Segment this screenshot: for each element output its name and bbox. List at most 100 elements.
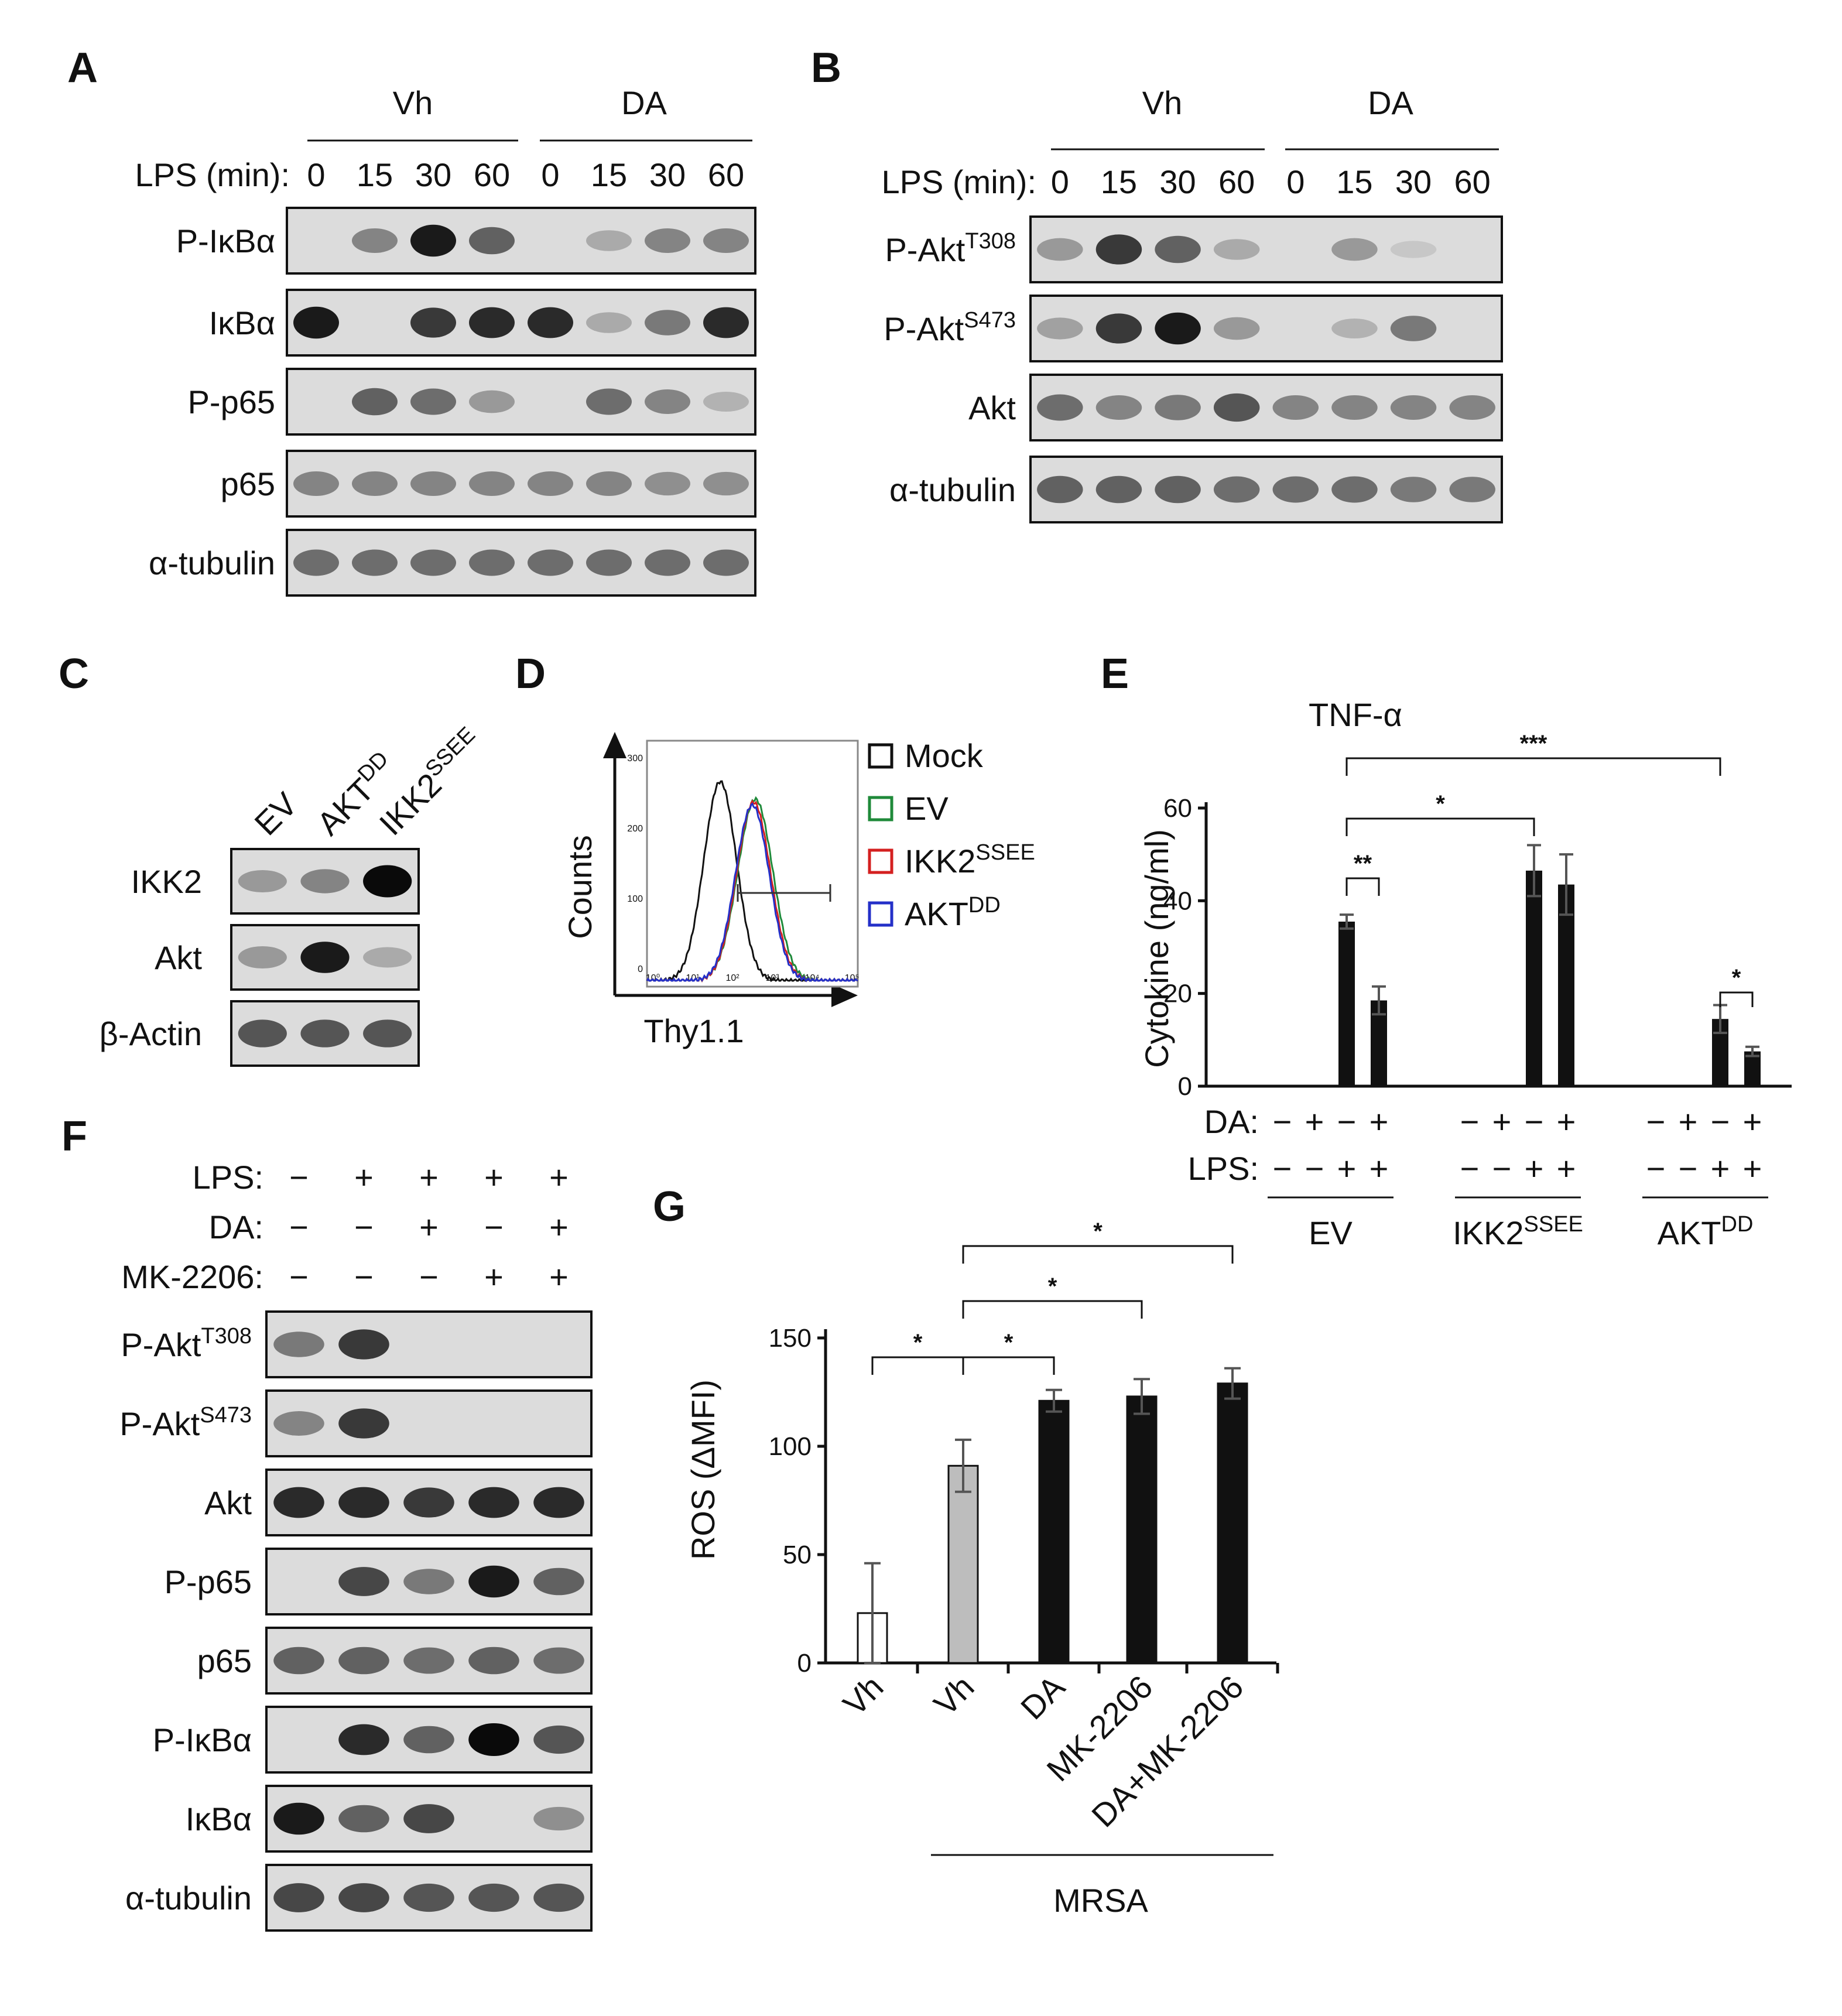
panel-e-da-sign-3: + bbox=[1369, 1103, 1389, 1140]
panel-a-row-4: α-tubulin bbox=[149, 529, 756, 597]
panel-c-row-1-band-2 bbox=[363, 947, 412, 968]
panel-b-row-3-band-6 bbox=[1390, 477, 1437, 502]
panel-f-row-1-band-0 bbox=[273, 1411, 324, 1436]
panel-label-d: D bbox=[515, 651, 546, 697]
panel-g-sig-bracket-0-label: * bbox=[913, 1330, 923, 1356]
panel-a-lps-label: LPS (min): bbox=[135, 156, 290, 193]
panel-a-row-2-band-5 bbox=[586, 388, 632, 415]
panel-a-row-1-band-5 bbox=[586, 312, 632, 333]
panel-b-lps-label: LPS (min): bbox=[882, 163, 1037, 200]
panel-b-row-1-band-3 bbox=[1213, 317, 1260, 340]
panel-f-condition-2-2: − bbox=[419, 1258, 439, 1295]
panel-f-row-4: p65 bbox=[197, 1627, 593, 1695]
panel-e-ytick-label-1: 20 bbox=[1163, 980, 1192, 1008]
panel-b-timepoint-0: 0 bbox=[1051, 163, 1069, 200]
panel-a-timepoint-3: 60 bbox=[474, 156, 510, 193]
panel-f-row-0: P-AktT308 bbox=[121, 1310, 593, 1378]
panel-d-ytick-3: 0 bbox=[638, 964, 643, 974]
panel-b-row-0-band-6 bbox=[1390, 241, 1437, 258]
panel-g-ytick-label-0: 0 bbox=[797, 1649, 812, 1678]
panel-f-condition-0-2: + bbox=[419, 1159, 439, 1196]
panel-a-row-3: p65 bbox=[221, 450, 756, 518]
panel-c-row-1: Akt bbox=[155, 924, 420, 991]
panel-b-row-3-band-4 bbox=[1272, 476, 1319, 503]
panel-f-row-2: Akt bbox=[204, 1469, 593, 1536]
panel-c-row-1-band-0 bbox=[238, 946, 287, 969]
panel-a-row-4-label: α-tubulin bbox=[149, 545, 275, 581]
panel-f-row-6-band-1 bbox=[338, 1805, 389, 1833]
panel-e-group-label-1: IKK2SSEE bbox=[1453, 1212, 1583, 1251]
panel-a-row-4-band-6 bbox=[645, 549, 690, 576]
panel-g-ytick-label-2: 100 bbox=[769, 1432, 812, 1461]
panel-a-row-2-band-2 bbox=[410, 388, 456, 415]
panel-f: LPS: − + + + +DA: − − + − +MK-2206: − − − + + P-AktT308… bbox=[119, 1159, 593, 1932]
panel-e-lps-sign-8: − bbox=[1646, 1150, 1666, 1187]
panel-b-row-0-band-5 bbox=[1331, 238, 1378, 261]
panel-a-group-da: DA bbox=[621, 84, 667, 121]
panel-a-row-3-band-6 bbox=[645, 471, 690, 496]
panel-e-da-sign-2: − bbox=[1337, 1103, 1357, 1140]
panel-e-da-sign-0: − bbox=[1273, 1103, 1292, 1140]
panel-label-g: G bbox=[653, 1183, 686, 1230]
panel-g-sig-bracket-0 bbox=[871, 1356, 964, 1375]
panel-e-lps-sign-5: − bbox=[1492, 1150, 1512, 1187]
panel-a-timepoint-1: 15 bbox=[357, 156, 393, 193]
panel-e-bar-1 bbox=[1306, 1086, 1323, 1087]
panel-b-timepoint-2: 30 bbox=[1159, 163, 1196, 200]
panel-e-da-sign-8: − bbox=[1646, 1103, 1666, 1140]
panel-a-group-vh: Vh bbox=[393, 84, 433, 121]
panel-f-row-1-label: P-AktS473 bbox=[119, 1403, 252, 1442]
panel-g-category-0: Vh bbox=[836, 1668, 891, 1723]
panel-a-row-0-label: P-IκBα bbox=[176, 223, 275, 259]
panel-d-x-label: Thy1.1 bbox=[643, 1012, 744, 1049]
panel-a-timepoint-4: 0 bbox=[541, 156, 559, 193]
panel-e-lps-sign-6: + bbox=[1525, 1150, 1544, 1187]
panel-g-sig-bracket-2-label: * bbox=[1048, 1274, 1057, 1299]
panel-f-condition-2-1: − bbox=[354, 1258, 374, 1295]
panel-b-row-2-band-1 bbox=[1095, 395, 1142, 420]
panel-e-da-sign-1: + bbox=[1305, 1103, 1324, 1140]
panel-g-y-label: ROS (ΔMFI) bbox=[684, 1380, 721, 1560]
panel-f-condition-label-0: LPS: bbox=[193, 1159, 263, 1196]
panel-g-ytick-label-3: 150 bbox=[769, 1324, 812, 1353]
panel-c-row-2-band-0 bbox=[238, 1019, 287, 1048]
panel-c-row-1-label: Akt bbox=[155, 939, 202, 976]
panel-a-row-1-band-3 bbox=[469, 307, 515, 338]
panel-f-row-7-band-4 bbox=[533, 1883, 584, 1912]
panel-f-row-6-band-0 bbox=[273, 1802, 324, 1835]
panel-f-row-1-band-1 bbox=[338, 1408, 389, 1439]
panel-f-row-0-label: P-AktT308 bbox=[121, 1324, 252, 1363]
panel-a-timepoint-7: 60 bbox=[708, 156, 744, 193]
panel-c-lane-2: IKK2SSEE bbox=[371, 723, 491, 843]
panel-g-sig-bracket-1 bbox=[962, 1356, 1055, 1375]
panel-c-row-0: IKK2 bbox=[131, 848, 420, 915]
panel-f-condition-2-0: − bbox=[289, 1258, 309, 1295]
panel-c-row-0-label: IKK2 bbox=[131, 863, 202, 900]
panel-a-row-3-band-4 bbox=[528, 471, 573, 496]
panel-b-row-3-band-1 bbox=[1095, 475, 1142, 504]
panel-e-sig-bracket-1-label: * bbox=[1436, 791, 1445, 817]
panel-b-row-1-band-6 bbox=[1390, 316, 1437, 341]
panel-a-row-4-band-4 bbox=[528, 549, 573, 576]
panel-a-row-4-band-1 bbox=[352, 549, 398, 576]
panel-c-row-0-band-0 bbox=[238, 870, 287, 893]
panel-e-lps-sign-11: + bbox=[1743, 1150, 1762, 1187]
panel-f-condition-2-4: + bbox=[549, 1258, 569, 1295]
panel-f-row-5-band-1 bbox=[338, 1724, 389, 1755]
panel-b-row-0-band-0 bbox=[1037, 238, 1083, 261]
panel-d-y-label: Counts bbox=[561, 835, 598, 939]
panel-f-row-3-band-3 bbox=[468, 1565, 519, 1598]
panel-b-row-2-band-7 bbox=[1449, 395, 1495, 420]
panel-b-timepoint-3: 60 bbox=[1218, 163, 1255, 200]
panel-e-lps-sign-2: + bbox=[1337, 1150, 1357, 1187]
panel-f-row-3-band-2 bbox=[403, 1569, 454, 1594]
panel-d-legend-swatch-0 bbox=[868, 743, 893, 769]
panel-e-sig-bracket-2-label: *** bbox=[1520, 731, 1547, 757]
panel-e-title: TNF-α bbox=[1309, 696, 1402, 733]
panel-a-row-0-band-3 bbox=[469, 227, 515, 255]
panel-g-sig-bracket-3 bbox=[962, 1245, 1234, 1264]
panel-f-row-0-band-0 bbox=[273, 1332, 324, 1357]
panel-d-legend-swatch-3 bbox=[868, 901, 893, 927]
